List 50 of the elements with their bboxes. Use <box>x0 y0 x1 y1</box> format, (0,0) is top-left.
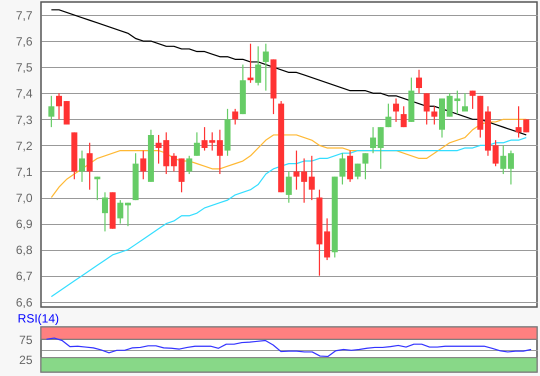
y-tick-label: 7,5 <box>16 60 33 75</box>
candlestick <box>347 150 354 182</box>
candlestick <box>255 46 262 86</box>
y-tick-label: 7,1 <box>16 164 33 179</box>
line-series <box>50 118 527 198</box>
candlestick <box>400 106 407 128</box>
candlestick <box>462 92 468 112</box>
candlestick <box>424 92 430 126</box>
candlestick <box>79 150 85 182</box>
y-tick-label: 6,6 <box>16 295 33 310</box>
candlestick <box>186 155 192 175</box>
line-series <box>46 337 532 358</box>
y-tick-label: 6,9 <box>16 217 33 232</box>
candlestick <box>308 155 315 201</box>
y-tick-label: 7,6 <box>16 34 33 49</box>
y-tick-label: 25 <box>19 353 33 368</box>
candlestick <box>48 95 54 128</box>
y-tick-label: 7,2 <box>16 138 33 153</box>
candlestick <box>354 163 361 180</box>
candlestick <box>393 98 400 123</box>
candlestick <box>454 90 460 115</box>
candlestick <box>140 150 146 180</box>
y-tick-label: 6,8 <box>16 243 33 258</box>
y-tick-label: 7,3 <box>16 112 33 127</box>
candlestick <box>156 134 162 164</box>
candlestick <box>216 129 223 175</box>
candlestick <box>470 90 476 110</box>
chart-title: RSI(14) <box>18 312 59 326</box>
candlestick <box>286 170 292 204</box>
candlestick <box>262 43 269 92</box>
candlestick <box>194 132 200 156</box>
candlestick <box>339 152 346 186</box>
candlestick <box>523 118 530 133</box>
candlestick <box>385 103 392 128</box>
candlestick <box>86 142 93 190</box>
candlestick <box>94 176 100 201</box>
line-series <box>50 9 527 136</box>
candlestick <box>431 106 438 126</box>
y-tick-label: 6,7 <box>16 269 33 284</box>
candlestick <box>232 108 238 126</box>
candlestick <box>516 106 522 138</box>
y-tick-label: 7,7 <box>16 8 33 23</box>
y-tick-label: 75 <box>19 332 33 347</box>
candlestick <box>362 152 368 180</box>
candlestick <box>248 43 254 84</box>
candlestick <box>416 69 422 94</box>
line-series <box>50 136 527 298</box>
candlestick <box>102 192 108 232</box>
y-tick-label: 7,0 <box>16 191 33 206</box>
y-tick-label: 7,4 <box>16 86 33 101</box>
